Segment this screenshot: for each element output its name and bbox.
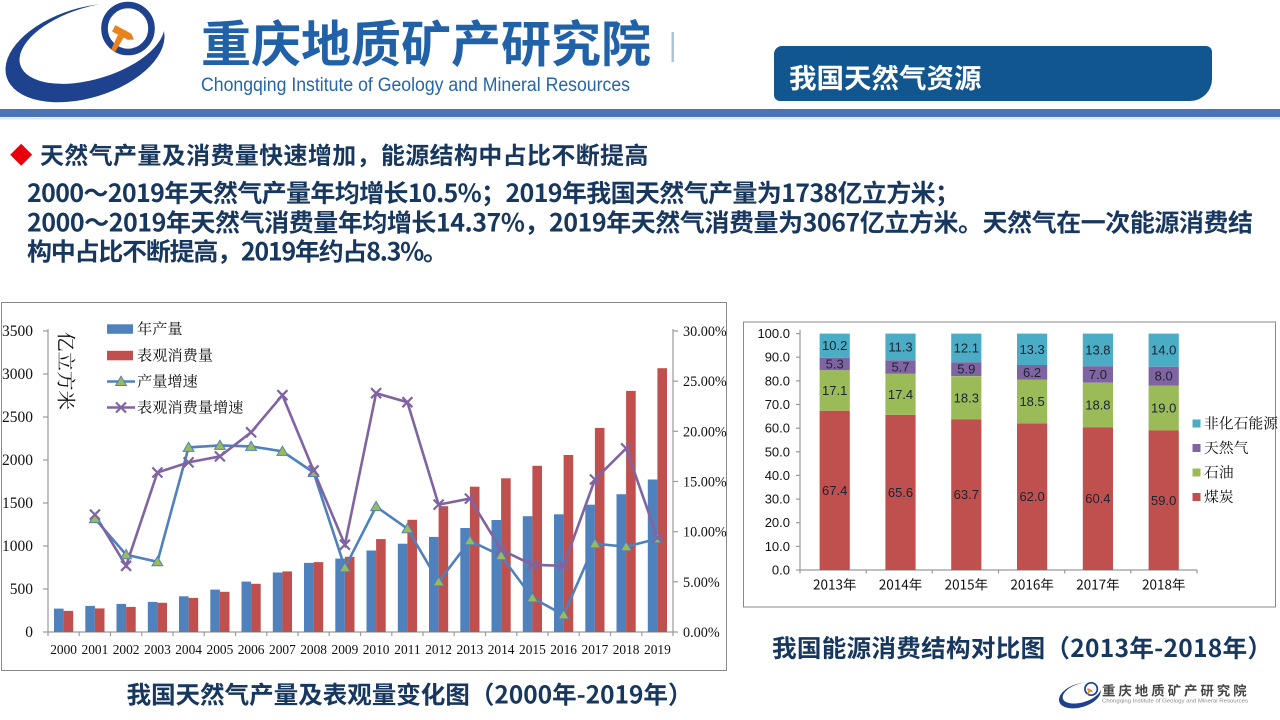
svg-text:0.0: 0.0 — [772, 563, 790, 578]
svg-text:80.0: 80.0 — [765, 373, 790, 388]
svg-text:30.0: 30.0 — [765, 492, 790, 507]
svg-text:67.4: 67.4 — [822, 483, 847, 498]
svg-text:63.7: 63.7 — [954, 487, 979, 502]
svg-text:65.6: 65.6 — [888, 485, 913, 500]
svg-text:25.00%: 25.00% — [683, 374, 727, 390]
svg-text:2005: 2005 — [207, 642, 234, 657]
svg-text:2001: 2001 — [82, 642, 109, 657]
svg-text:19.0: 19.0 — [1151, 401, 1176, 416]
svg-text:2013: 2013 — [457, 642, 484, 657]
svg-text:Chongqing Institute of Geology: Chongqing Institute of Geology and Miner… — [201, 75, 630, 96]
svg-text:2000: 2000 — [50, 642, 77, 657]
svg-text:70.0: 70.0 — [765, 397, 790, 412]
svg-text:17.1: 17.1 — [822, 383, 847, 398]
svg-text:10.00%: 10.00% — [683, 525, 727, 541]
svg-text:2019: 2019 — [644, 642, 671, 657]
svg-text:500: 500 — [10, 581, 34, 598]
svg-text:10.2: 10.2 — [822, 338, 847, 353]
svg-text:11.3: 11.3 — [888, 340, 912, 355]
svg-text:2009: 2009 — [332, 642, 359, 657]
svg-text:2006: 2006 — [238, 642, 265, 657]
svg-text:1000: 1000 — [2, 538, 33, 555]
svg-text:2007: 2007 — [269, 642, 296, 657]
svg-text:1500: 1500 — [2, 495, 33, 512]
svg-text:3000: 3000 — [2, 366, 33, 383]
svg-text:10.0: 10.0 — [765, 539, 790, 554]
svg-text:18.8: 18.8 — [1085, 398, 1110, 413]
svg-text:5.3: 5.3 — [826, 357, 844, 372]
svg-text:13.3: 13.3 — [1019, 342, 1044, 357]
svg-text:60.0: 60.0 — [765, 421, 790, 436]
svg-text:2018: 2018 — [613, 642, 640, 657]
svg-text:2002: 2002 — [113, 642, 140, 657]
svg-text:20.00%: 20.00% — [683, 424, 727, 440]
svg-text:7.0: 7.0 — [1089, 367, 1107, 382]
svg-text:17.4: 17.4 — [888, 387, 913, 402]
svg-text:0: 0 — [25, 624, 33, 641]
svg-text:20.0: 20.0 — [765, 515, 790, 530]
svg-text:2003: 2003 — [144, 642, 171, 657]
svg-text:18.5: 18.5 — [1019, 394, 1044, 409]
svg-text:2011: 2011 — [394, 642, 420, 657]
svg-text:2008: 2008 — [300, 642, 327, 657]
svg-text:90.0: 90.0 — [765, 350, 790, 365]
svg-text:2016: 2016 — [550, 642, 577, 657]
svg-text:3500: 3500 — [2, 323, 33, 340]
svg-text:59.0: 59.0 — [1151, 493, 1176, 508]
svg-text:14.0: 14.0 — [1151, 343, 1176, 358]
svg-text:50.0: 50.0 — [765, 444, 790, 459]
svg-text:6.2: 6.2 — [1023, 365, 1041, 380]
svg-text:2012: 2012 — [425, 642, 452, 657]
svg-text:13.8: 13.8 — [1085, 342, 1110, 357]
svg-text:2015: 2015 — [519, 642, 546, 657]
svg-text:12.1: 12.1 — [954, 340, 979, 355]
svg-text:0.00%: 0.00% — [683, 625, 720, 641]
svg-text:2004: 2004 — [175, 642, 202, 657]
svg-text:5.9: 5.9 — [957, 362, 975, 377]
svg-text:2017: 2017 — [582, 642, 609, 657]
svg-text:2500: 2500 — [2, 409, 33, 426]
svg-text:2000: 2000 — [2, 452, 33, 469]
svg-text:15.00%: 15.00% — [683, 475, 727, 491]
svg-text:2010: 2010 — [363, 642, 390, 657]
svg-text:2014: 2014 — [488, 642, 515, 657]
svg-text:18.3: 18.3 — [954, 390, 979, 405]
svg-text:30.00%: 30.00% — [683, 324, 727, 340]
svg-text:5.00%: 5.00% — [683, 575, 720, 591]
svg-text:40.0: 40.0 — [765, 468, 790, 483]
svg-text:5.7: 5.7 — [891, 360, 909, 375]
svg-text:100.0: 100.0 — [757, 326, 790, 341]
svg-text:8.0: 8.0 — [1155, 369, 1173, 384]
svg-text:Chongqing Institute of Geology: Chongqing Institute of Geology and Miner… — [1102, 699, 1248, 705]
svg-text:60.4: 60.4 — [1085, 491, 1110, 506]
svg-text:62.0: 62.0 — [1019, 489, 1044, 504]
